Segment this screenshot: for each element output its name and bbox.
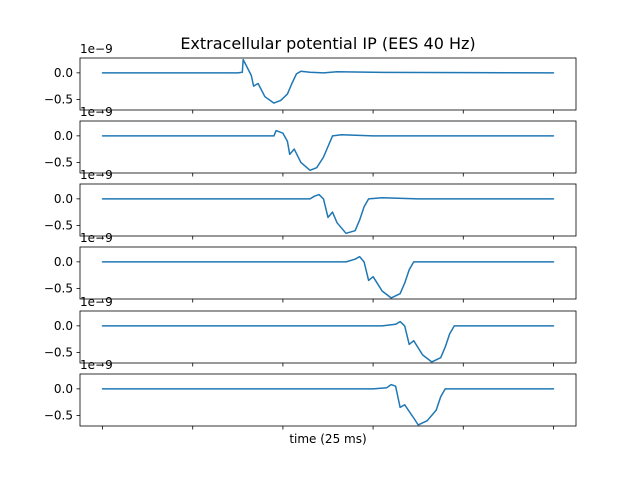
- y-tick-label: 0.0: [54, 319, 73, 333]
- subplot-frame: [79, 120, 577, 174]
- series-line-1: [101, 58, 555, 104]
- y-tick-label: −0.5: [44, 408, 73, 422]
- subplots: 0.0 −0.5 1e−9 0.0 −0.5 1e−9 0.0 −0.5 1e−9 0.0 −0.5…: [44, 42, 577, 430]
- series-line-5: [101, 320, 555, 363]
- series-line-6: [101, 383, 555, 426]
- subplot-frame: [79, 310, 577, 364]
- y-offset-label: 1e−9: [80, 295, 113, 309]
- y-tick-label: 0.0: [54, 255, 73, 269]
- y-tick-label: 0.0: [54, 66, 73, 80]
- subplot-frame: [79, 183, 577, 237]
- y-offset-label: 1e−9: [80, 168, 113, 182]
- subplot-6: 0.0 −0.5 1e−9: [44, 358, 577, 430]
- y-offset-label: 1e−9: [80, 231, 113, 245]
- subplot-2: 0.0 −0.5 1e−9: [44, 105, 577, 177]
- x-axis-label: time (25 ms): [289, 432, 366, 446]
- subplot-4: 0.0 −0.5 1e−9: [44, 231, 577, 303]
- y-tick-label: −0.5: [44, 281, 73, 295]
- subplot-5: 0.0 −0.5 1e−9: [44, 295, 577, 367]
- y-tick-label: 0.0: [54, 382, 73, 396]
- series-line-4: [101, 255, 555, 299]
- y-tick-label: −0.5: [44, 155, 73, 169]
- subplot-1: 0.0 −0.5 1e−9: [44, 42, 577, 114]
- y-offset-label: 1e−9: [80, 42, 113, 56]
- chart-title: Extracellular potential IP (EES 40 Hz): [180, 34, 475, 53]
- subplot-frame: [79, 373, 577, 427]
- series-line-3: [101, 193, 555, 235]
- y-tick-label: −0.5: [44, 92, 73, 106]
- y-offset-label: 1e−9: [80, 105, 113, 119]
- y-tick-label: 0.0: [54, 192, 73, 206]
- subplot-frame: [79, 246, 577, 300]
- y-offset-label: 1e−9: [80, 358, 113, 372]
- y-tick-label: −0.5: [44, 345, 73, 359]
- y-tick-label: −0.5: [44, 218, 73, 232]
- subplot-3: 0.0 −0.5 1e−9: [44, 168, 577, 240]
- y-tick-label: 0.0: [54, 129, 73, 143]
- series-line-2: [101, 129, 555, 172]
- subplot-frame: [79, 57, 577, 111]
